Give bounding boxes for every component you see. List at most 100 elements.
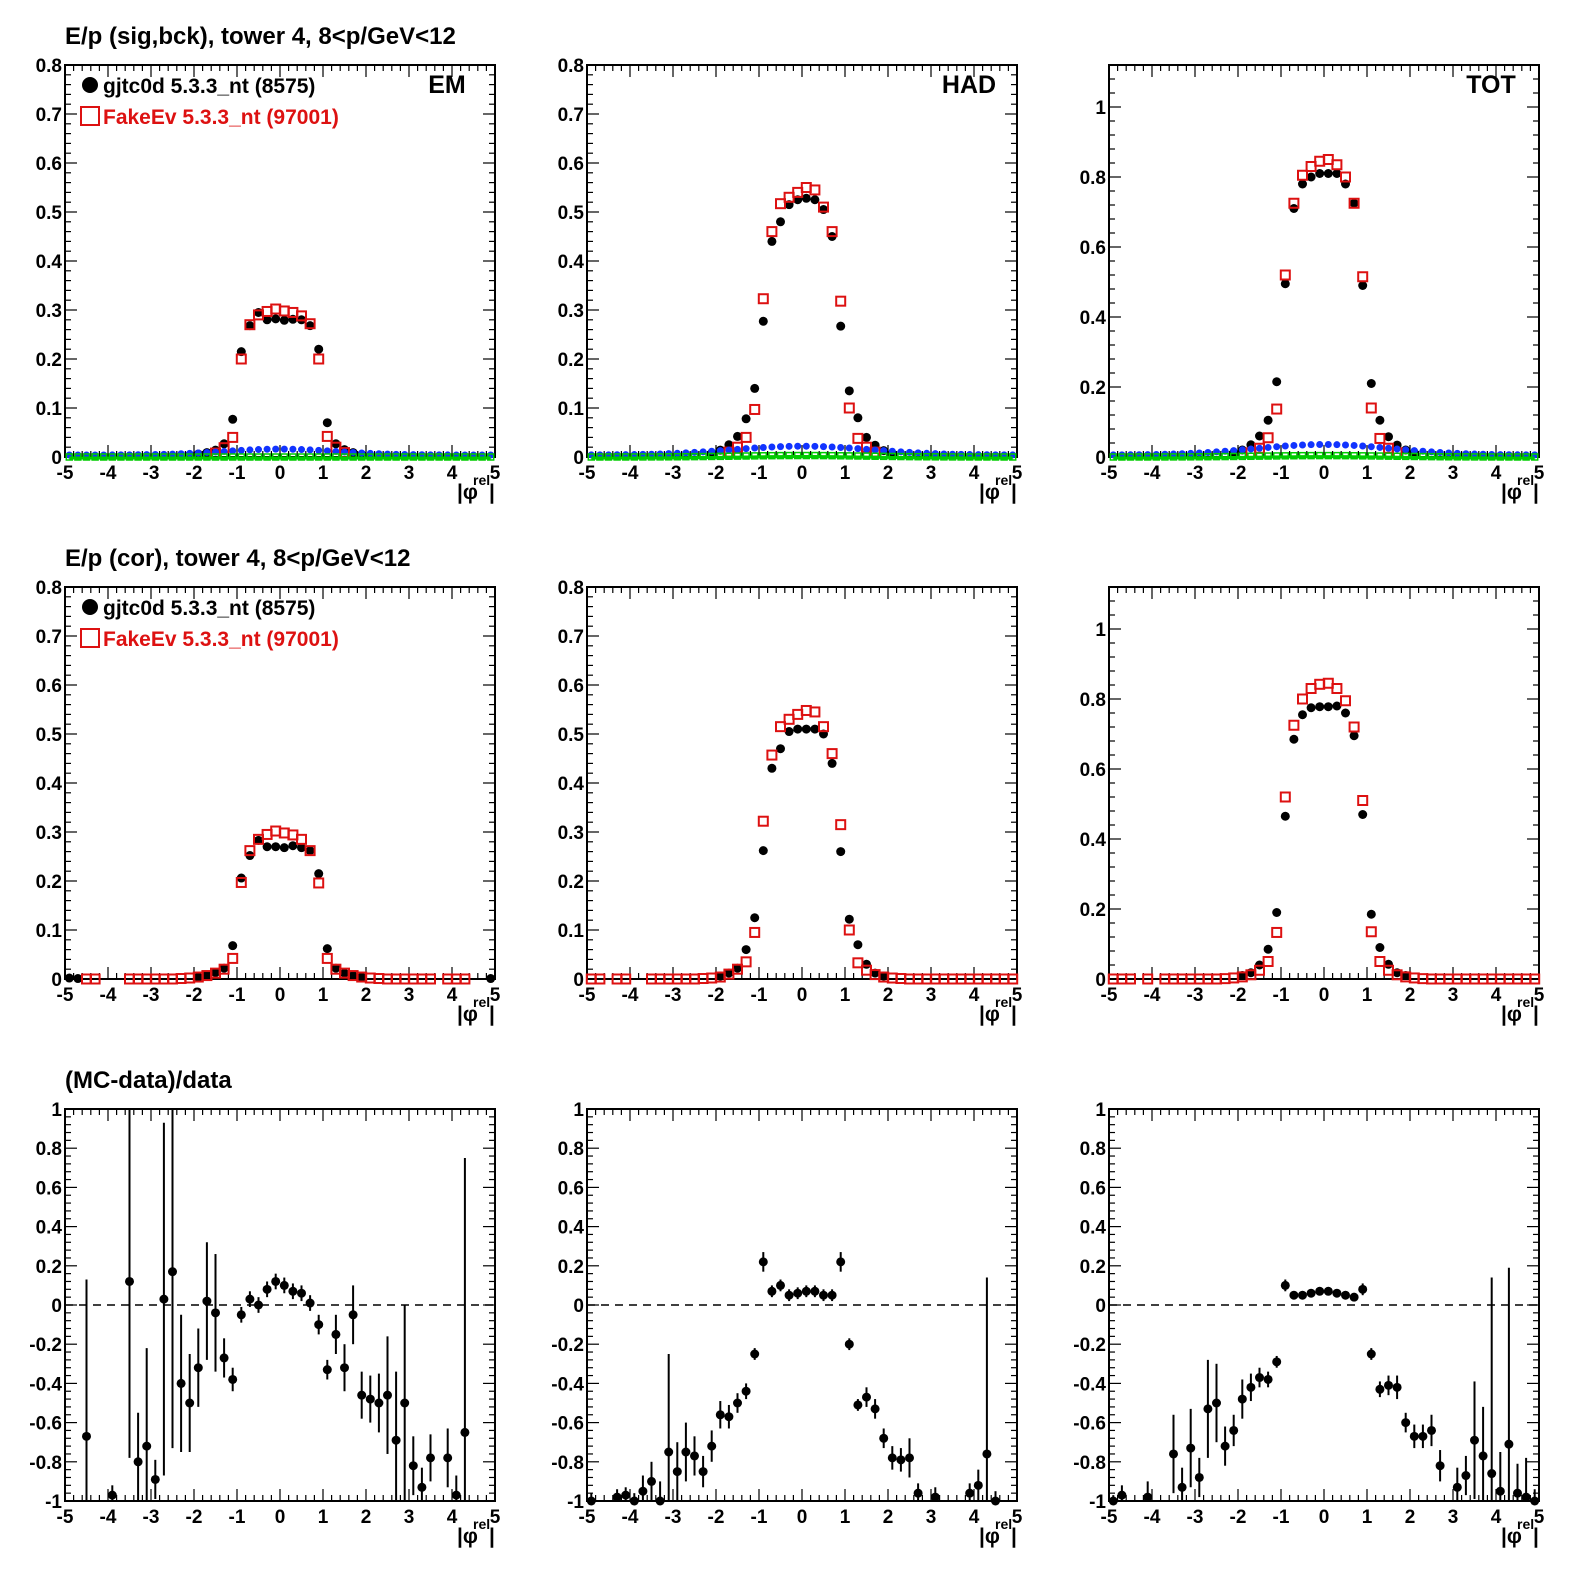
background-marker-green bbox=[716, 452, 725, 461]
data-point bbox=[1452, 1482, 1462, 1492]
y-tick-label: 0.1 bbox=[36, 921, 63, 942]
data-point bbox=[254, 835, 263, 845]
x-tick-label: 5 bbox=[1012, 463, 1023, 484]
background-marker-blue bbox=[734, 445, 741, 453]
y-tick-label: -0.8 bbox=[29, 1453, 62, 1474]
background-marker-blue bbox=[1264, 443, 1272, 451]
mc-point bbox=[852, 957, 864, 969]
x-tick-label: 0 bbox=[1319, 1507, 1330, 1528]
x-tick-label: -4 bbox=[1144, 1507, 1161, 1528]
data-point bbox=[202, 970, 212, 980]
data-point bbox=[1263, 1374, 1273, 1384]
background-marker-green bbox=[271, 453, 280, 461]
background-marker-blue bbox=[1350, 441, 1358, 449]
x-tick-label: 2 bbox=[361, 1507, 372, 1528]
data-point bbox=[168, 1267, 177, 1277]
data-point bbox=[1358, 1284, 1368, 1294]
mc-point bbox=[826, 226, 838, 238]
background-marker-green bbox=[1221, 452, 1229, 461]
y-tick-label: 0.5 bbox=[558, 203, 585, 224]
mc-point bbox=[1374, 432, 1386, 444]
data-point bbox=[655, 1496, 665, 1506]
background-marker-blue bbox=[880, 447, 888, 455]
background-marker-blue bbox=[272, 445, 280, 453]
background-marker-green bbox=[647, 453, 656, 461]
data-point bbox=[1306, 703, 1316, 713]
data-point bbox=[1470, 1435, 1479, 1445]
data-point bbox=[913, 1488, 923, 1498]
x-axis-label-close: | bbox=[1011, 481, 1017, 504]
x-tick-label: 5 bbox=[1534, 463, 1545, 484]
background-marker-blue bbox=[828, 443, 836, 451]
data-point bbox=[383, 1390, 392, 1400]
x-axis-label: |φ bbox=[457, 1003, 478, 1026]
data-point bbox=[1375, 943, 1385, 952]
row2-title: E/p (cor), tower 4, 8<p/GeV<12 bbox=[65, 545, 410, 572]
mc-point bbox=[1262, 956, 1274, 967]
data-point bbox=[1280, 811, 1290, 821]
background-marker-green bbox=[426, 453, 435, 461]
background-band-green bbox=[591, 455, 1013, 460]
data-point bbox=[758, 316, 768, 326]
data-point bbox=[973, 1480, 983, 1490]
data-point bbox=[767, 236, 777, 246]
data-point bbox=[1280, 279, 1290, 289]
background-marker-green bbox=[1410, 452, 1419, 461]
data-point bbox=[1143, 1492, 1153, 1502]
background-marker-green bbox=[1126, 453, 1135, 461]
y-tick-label: -0.4 bbox=[551, 1374, 584, 1395]
y-tick-label: -1 bbox=[45, 1492, 62, 1513]
data-point bbox=[1504, 1439, 1514, 1449]
data-point bbox=[819, 1290, 828, 1300]
y-tick-label: 0.8 bbox=[36, 56, 62, 77]
background-marker-green bbox=[220, 453, 228, 461]
data-point bbox=[228, 941, 238, 951]
x-tick-label: 5 bbox=[490, 1507, 501, 1528]
background-marker-blue bbox=[751, 444, 759, 452]
y-tick-label: 0.8 bbox=[558, 56, 584, 77]
background-marker-green bbox=[742, 452, 750, 460]
background-marker-blue bbox=[289, 445, 297, 453]
x-tick-label: 4 bbox=[969, 985, 980, 1006]
y-tick-label: 0.1 bbox=[558, 921, 585, 942]
background-marker-blue bbox=[237, 446, 245, 454]
y-tick-label: 0.4 bbox=[36, 252, 63, 273]
background-marker-green bbox=[811, 451, 819, 460]
x-tick-label: 1 bbox=[318, 1507, 329, 1528]
background-marker-green bbox=[1444, 453, 1453, 461]
mc-point bbox=[594, 973, 606, 985]
legend-marker-data bbox=[82, 599, 98, 615]
data-point bbox=[784, 727, 794, 737]
x-axis-label-close: | bbox=[1011, 1525, 1017, 1548]
background-marker-green bbox=[297, 453, 306, 461]
background-marker-blue bbox=[332, 447, 340, 455]
x-tick-label: -5 bbox=[57, 1507, 74, 1528]
y-tick-label: 0.8 bbox=[1080, 1139, 1106, 1160]
data-point bbox=[767, 1286, 777, 1296]
x-tick-label: -1 bbox=[1273, 985, 1290, 1006]
background-marker-green bbox=[289, 453, 297, 461]
x-tick-label: -4 bbox=[100, 463, 117, 484]
mc-point bbox=[757, 815, 769, 827]
y-tick-label: 1 bbox=[1095, 620, 1106, 641]
legend-marker-mc bbox=[80, 628, 100, 648]
y-tick-label: 0.4 bbox=[1080, 830, 1107, 851]
data-point bbox=[1487, 1469, 1497, 1479]
background-marker-green bbox=[974, 453, 983, 461]
x-tick-label: -2 bbox=[186, 985, 203, 1006]
y-tick-label: 0.2 bbox=[558, 872, 584, 893]
background-marker-green bbox=[203, 453, 211, 461]
data-point bbox=[793, 724, 803, 734]
background-marker-green bbox=[1281, 452, 1290, 460]
data-point bbox=[1521, 1492, 1531, 1502]
data-point bbox=[733, 431, 742, 441]
background-marker-green bbox=[596, 453, 604, 461]
background-marker-green bbox=[682, 452, 690, 461]
x-axis-label-sup: rel bbox=[1517, 472, 1534, 488]
x-tick-label: -5 bbox=[57, 985, 74, 1006]
x-tick-label: -5 bbox=[579, 1507, 596, 1528]
background-marker-green bbox=[1000, 453, 1008, 461]
x-tick-label: 3 bbox=[404, 985, 415, 1006]
background-marker-green bbox=[185, 453, 194, 461]
background-marker-green bbox=[134, 453, 142, 461]
